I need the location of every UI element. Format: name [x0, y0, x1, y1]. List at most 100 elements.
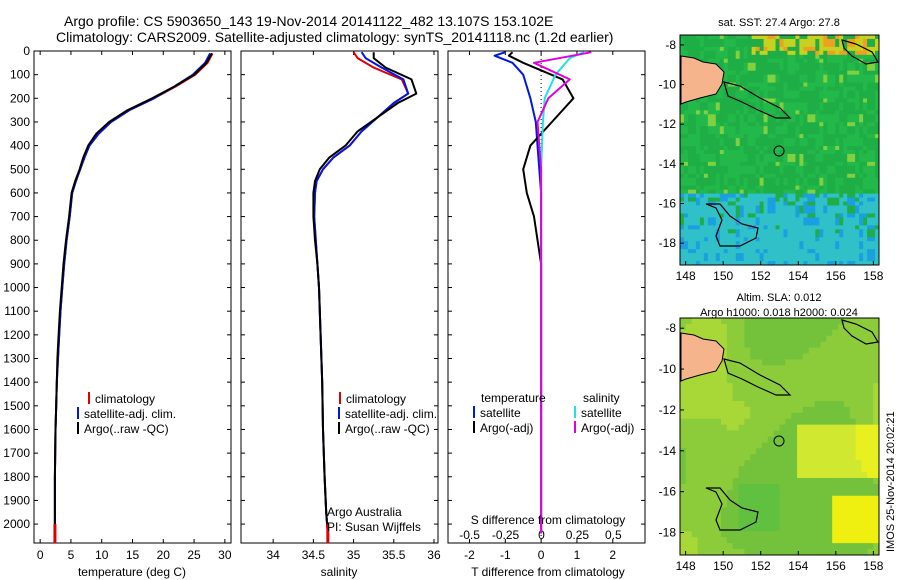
map-cell — [871, 78, 876, 83]
map-cell — [767, 513, 775, 520]
map-cell — [755, 165, 760, 171]
map-cell — [797, 507, 804, 514]
map-cell — [803, 161, 808, 167]
map-cell — [747, 153, 753, 159]
map-cell — [739, 249, 745, 254]
map-cell — [843, 233, 848, 238]
map-cell — [799, 209, 804, 214]
map-cell — [861, 341, 868, 349]
map-cell — [739, 35, 745, 40]
map-cell — [815, 118, 820, 123]
map-cell — [839, 42, 844, 48]
map-cell — [855, 395, 862, 402]
sst-map-frame — [679, 34, 880, 266]
map-cell — [763, 110, 768, 115]
map-cell — [723, 161, 729, 167]
map-cell — [811, 217, 816, 222]
map-cell — [767, 110, 772, 115]
map-cell — [707, 106, 713, 111]
map-cell — [771, 62, 776, 68]
map-cell — [779, 371, 786, 378]
map-cell — [771, 94, 776, 99]
map-cell — [767, 323, 775, 331]
map-cell — [811, 169, 816, 175]
map-cell — [791, 126, 796, 131]
map-cell — [827, 233, 832, 238]
map-cell — [709, 483, 716, 491]
map-cell — [703, 237, 709, 242]
map-cell — [839, 58, 844, 64]
map-cell — [815, 78, 820, 83]
map-cell — [720, 460, 728, 467]
map-cell — [755, 213, 760, 218]
map-cell — [687, 237, 693, 242]
map-cell — [771, 173, 776, 179]
map-cell — [819, 209, 824, 214]
map-cell — [779, 193, 784, 198]
map-cell — [719, 66, 725, 72]
map-cell — [715, 531, 722, 538]
map-cell — [847, 225, 852, 230]
map-cell — [703, 134, 709, 139]
map-cell — [783, 130, 788, 135]
map-cell — [747, 205, 753, 210]
map-cell — [807, 169, 812, 175]
map-cell — [735, 90, 741, 95]
map-cell — [811, 193, 816, 198]
map-cell — [791, 122, 796, 127]
map-lon-label: 154 — [788, 559, 808, 573]
map-cell — [875, 221, 880, 226]
map-cell — [839, 94, 844, 99]
map-cell — [849, 383, 856, 390]
legend-satellite-2: satellite-adj. clim. — [345, 407, 437, 421]
map-cell — [871, 98, 876, 103]
map-cell — [767, 371, 775, 378]
xtick-label: 1 — [574, 548, 581, 562]
map-cell — [867, 213, 872, 218]
map-cell — [873, 383, 880, 390]
map-cell — [808, 335, 816, 343]
map-cell — [791, 483, 798, 491]
s-diff-tick-label: -0.5 — [459, 528, 480, 542]
map-cell — [680, 253, 685, 258]
map-cell — [727, 241, 733, 246]
map-cell — [863, 181, 868, 187]
map-cell — [775, 150, 780, 155]
map-cell — [855, 389, 862, 396]
map-cell — [863, 261, 868, 266]
map-cell — [832, 466, 839, 473]
map-cell — [759, 50, 764, 56]
map-cell — [859, 130, 864, 135]
map-cell — [811, 130, 816, 135]
map-cell — [861, 400, 868, 408]
map-cell — [847, 94, 852, 99]
map-lat-label: -8 — [665, 38, 676, 52]
map-cell — [691, 489, 698, 497]
map-cell — [723, 122, 729, 127]
map-cell — [747, 122, 753, 127]
map-cell — [826, 377, 833, 384]
map-cell — [739, 134, 745, 139]
map-cell — [709, 460, 716, 467]
map-cell — [759, 46, 764, 52]
map-cell — [783, 62, 788, 68]
map-cell — [820, 371, 827, 378]
map-cell — [699, 205, 705, 210]
map-cell — [697, 507, 704, 514]
map-cell — [723, 118, 729, 123]
map-cell — [807, 233, 812, 238]
map-cell — [826, 466, 833, 473]
map-cell — [680, 412, 687, 420]
map-cell — [723, 185, 729, 191]
map-cell — [715, 507, 722, 514]
map-cell — [803, 38, 808, 44]
map-cell — [715, 150, 721, 155]
map-cell — [695, 114, 701, 119]
map-cell — [761, 371, 769, 378]
map-cell — [871, 74, 876, 80]
map-cell — [720, 329, 728, 337]
map-cell — [735, 181, 741, 187]
map-cell — [707, 209, 713, 214]
map-cell — [743, 86, 749, 91]
map-cell — [807, 142, 812, 147]
